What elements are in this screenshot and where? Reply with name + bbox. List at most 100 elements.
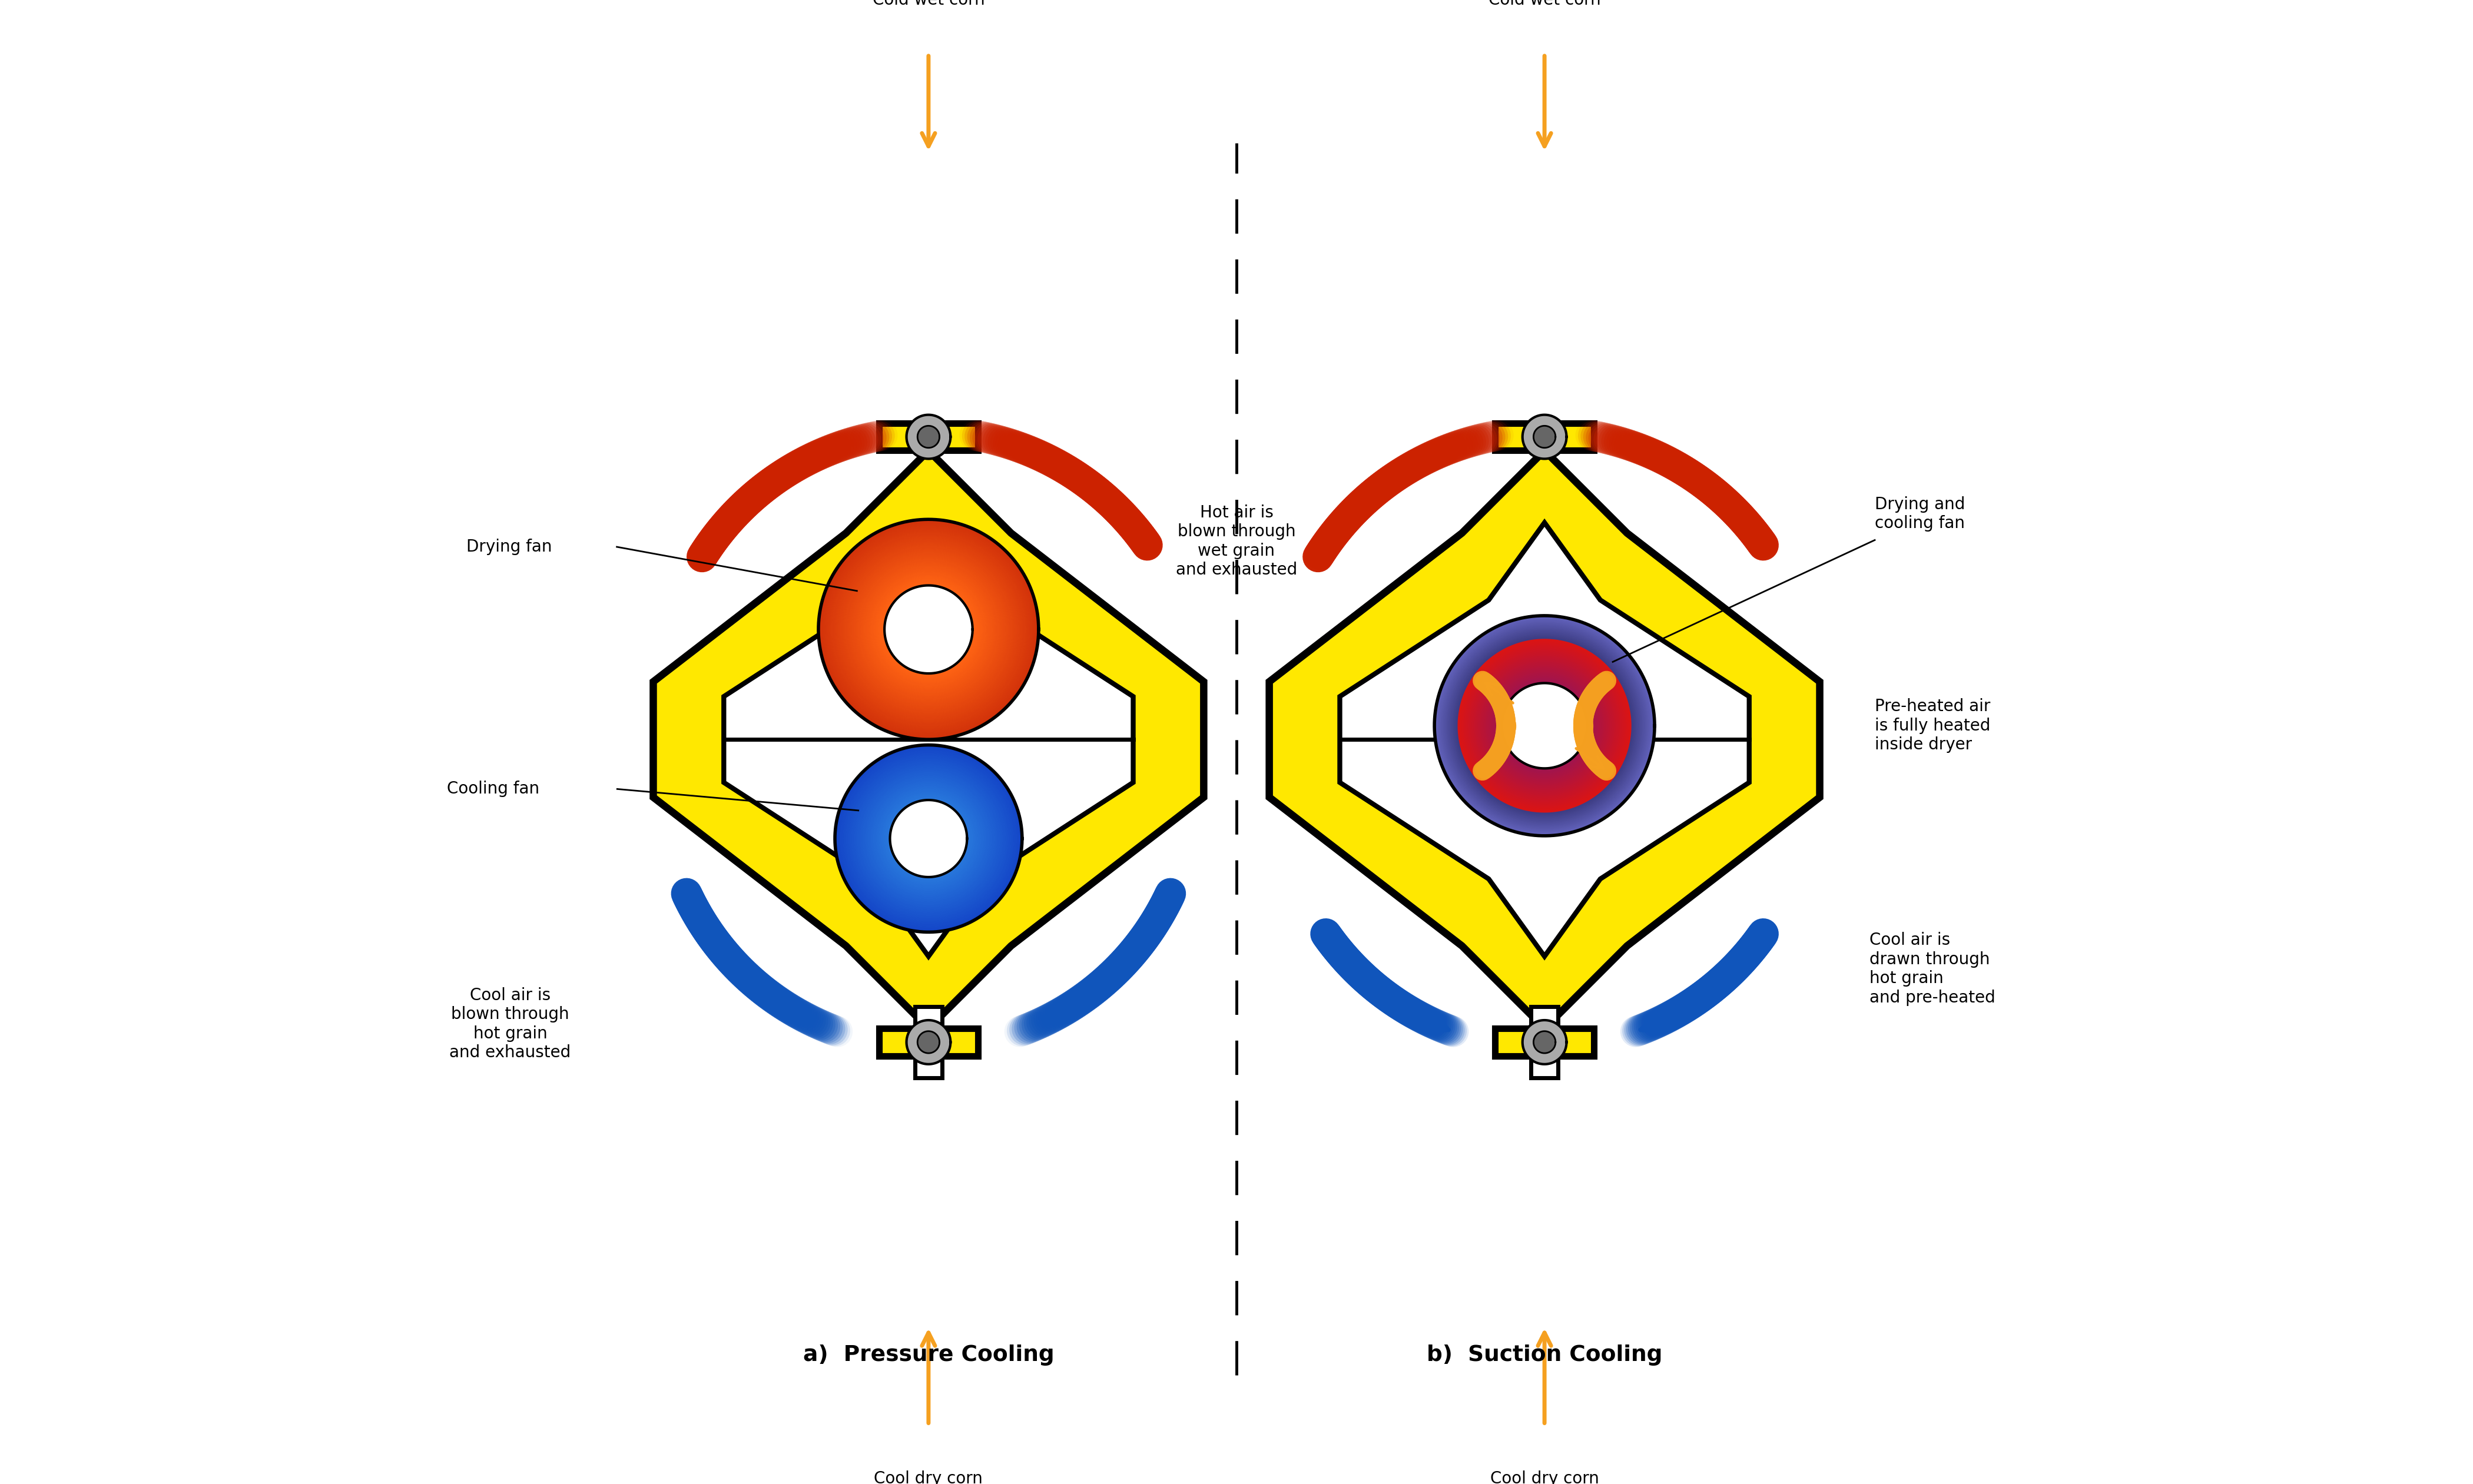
Polygon shape [1464, 646, 1625, 806]
Polygon shape [888, 798, 969, 879]
Polygon shape [833, 534, 1024, 724]
Polygon shape [1476, 657, 1612, 794]
Polygon shape [856, 555, 1002, 703]
Polygon shape [1486, 668, 1603, 784]
Polygon shape [846, 548, 1011, 712]
Polygon shape [838, 539, 1019, 720]
Text: Cold wet corn: Cold wet corn [873, 0, 984, 9]
Polygon shape [858, 767, 999, 910]
Polygon shape [878, 580, 977, 680]
Polygon shape [1449, 631, 1640, 821]
Polygon shape [875, 787, 982, 890]
Polygon shape [1466, 647, 1622, 804]
Polygon shape [1469, 650, 1620, 801]
Polygon shape [838, 749, 1016, 928]
Polygon shape [1481, 662, 1607, 789]
Polygon shape [1469, 650, 1620, 801]
Polygon shape [858, 558, 999, 700]
Polygon shape [861, 562, 997, 696]
Polygon shape [826, 525, 1031, 733]
Polygon shape [848, 758, 1009, 919]
Polygon shape [853, 763, 1004, 914]
Polygon shape [1442, 625, 1647, 828]
Polygon shape [1459, 640, 1632, 812]
Polygon shape [1501, 683, 1588, 769]
Polygon shape [1474, 656, 1615, 795]
Polygon shape [836, 537, 1021, 721]
Polygon shape [1464, 646, 1625, 806]
Polygon shape [863, 773, 994, 905]
Polygon shape [863, 564, 994, 695]
Polygon shape [868, 778, 989, 899]
Polygon shape [863, 564, 994, 696]
Text: Hot air is
blown through
wet grain
and exhausted: Hot air is blown through wet grain and e… [1175, 505, 1298, 579]
Polygon shape [883, 585, 974, 675]
Polygon shape [875, 785, 982, 892]
Polygon shape [856, 766, 1002, 913]
Polygon shape [841, 542, 1016, 717]
Text: Cooling fan: Cooling fan [448, 781, 539, 797]
Polygon shape [1494, 675, 1595, 776]
Polygon shape [1462, 641, 1627, 810]
Polygon shape [878, 788, 979, 889]
Polygon shape [1484, 666, 1605, 785]
Polygon shape [863, 773, 994, 904]
Polygon shape [846, 755, 1011, 922]
Polygon shape [1491, 672, 1598, 779]
Polygon shape [1533, 1031, 1556, 1054]
Polygon shape [1484, 665, 1605, 787]
Polygon shape [1457, 637, 1635, 815]
Polygon shape [878, 423, 977, 451]
Polygon shape [878, 1028, 977, 1057]
Polygon shape [824, 524, 1034, 735]
Polygon shape [885, 794, 972, 883]
Polygon shape [846, 755, 1011, 922]
Polygon shape [1476, 659, 1612, 792]
Polygon shape [866, 567, 992, 692]
Polygon shape [843, 545, 1014, 714]
Polygon shape [836, 745, 1021, 932]
Polygon shape [1457, 638, 1632, 813]
Polygon shape [915, 1006, 942, 1077]
Polygon shape [1454, 635, 1635, 816]
Polygon shape [1501, 683, 1588, 769]
Polygon shape [1447, 629, 1642, 822]
Polygon shape [1489, 671, 1600, 781]
Polygon shape [870, 782, 984, 895]
Polygon shape [841, 543, 1016, 717]
Polygon shape [883, 794, 974, 883]
Polygon shape [1457, 638, 1632, 813]
Polygon shape [878, 787, 979, 890]
Polygon shape [1437, 619, 1652, 833]
Polygon shape [851, 761, 1007, 917]
Polygon shape [1434, 616, 1654, 835]
Polygon shape [880, 789, 977, 887]
Polygon shape [1481, 663, 1607, 788]
Polygon shape [1466, 649, 1622, 803]
Polygon shape [1531, 1006, 1558, 1077]
Polygon shape [1437, 617, 1652, 834]
Polygon shape [1462, 644, 1627, 807]
Polygon shape [1471, 653, 1617, 798]
Text: Drying fan: Drying fan [465, 539, 551, 555]
Polygon shape [836, 746, 1021, 930]
Polygon shape [828, 530, 1029, 730]
Polygon shape [1447, 628, 1642, 824]
Polygon shape [1533, 426, 1556, 448]
Polygon shape [1494, 674, 1598, 778]
Polygon shape [885, 795, 972, 881]
Polygon shape [908, 1020, 950, 1064]
Text: Drying and
cooling fan: Drying and cooling fan [1875, 496, 1966, 531]
Polygon shape [880, 582, 977, 677]
Polygon shape [1499, 681, 1590, 770]
Polygon shape [1491, 671, 1600, 781]
Polygon shape [1469, 651, 1620, 800]
Polygon shape [841, 751, 1016, 926]
Polygon shape [1471, 651, 1617, 800]
Polygon shape [1499, 678, 1593, 773]
Polygon shape [725, 522, 1133, 956]
Polygon shape [1442, 622, 1647, 830]
Polygon shape [1462, 643, 1627, 809]
Polygon shape [833, 534, 1024, 726]
Polygon shape [873, 573, 984, 686]
